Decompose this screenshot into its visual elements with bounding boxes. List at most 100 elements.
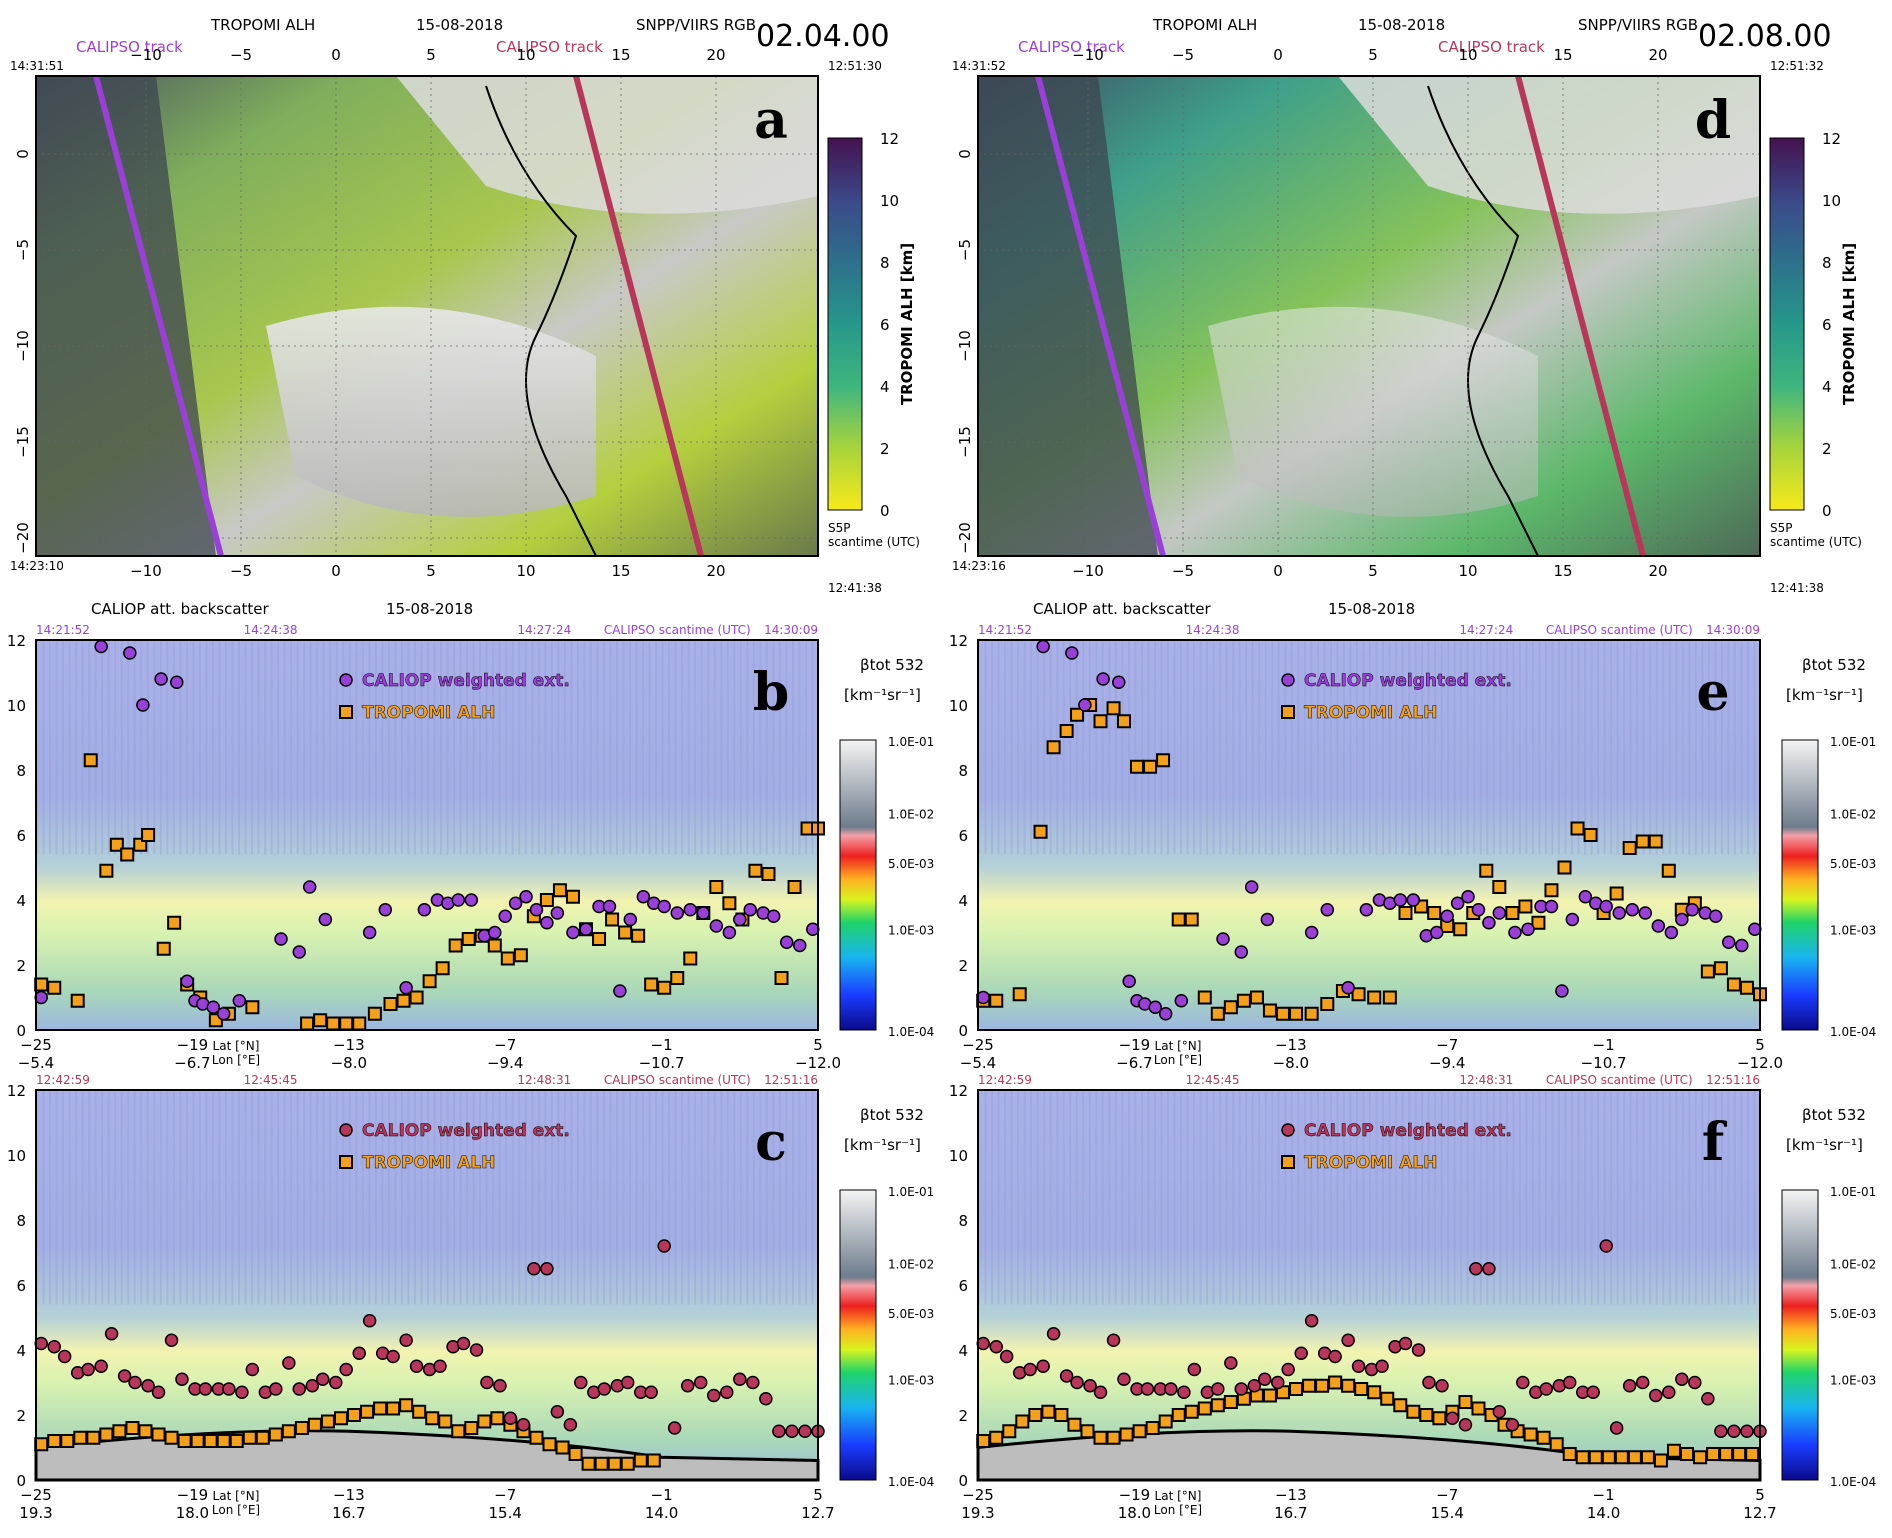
panel-letter: d [1695, 90, 1731, 151]
map-xtick-top: 15 [1553, 46, 1572, 64]
curtain-streak [1636, 640, 1639, 855]
curtain-streak [94, 1090, 97, 1305]
y-tick-label: 10 [949, 1147, 968, 1165]
curtain-streak [146, 1090, 149, 1305]
curtain-streak [1030, 1090, 1033, 1305]
curtain-streak [1036, 640, 1039, 855]
alh-colorbar-tick: 2 [880, 440, 890, 458]
curtain-streak [1082, 640, 1085, 855]
map-title-left: TROPOMI ALH [1152, 16, 1257, 34]
curtain-streak [453, 640, 456, 855]
tropomi-alh-point [1351, 987, 1366, 1002]
curtain-streak [1219, 640, 1222, 855]
curtain-streak [270, 640, 273, 855]
curtain-streak [1616, 640, 1619, 855]
curtain-streak [550, 1090, 553, 1305]
caliop-point [1521, 922, 1535, 936]
alh-colorbar-label: TROPOMI ALH [km] [1840, 243, 1858, 405]
lon-tick-label: −12.0 [1737, 1054, 1783, 1072]
panels: TROPOMI ALH 15-08-2018 SNPP/VIIRS RGB 02.04… [7, 16, 1876, 1522]
caliop-point [519, 890, 533, 904]
curtain-streak [739, 1090, 742, 1305]
curtain-streak [1251, 640, 1254, 855]
curtain-streak [485, 640, 488, 855]
curtain-streak [570, 640, 573, 855]
curtain-streak [1088, 640, 1091, 855]
caliop-point [282, 1356, 296, 1370]
alh-colorbar [1769, 137, 1805, 511]
curtain-streak [1447, 1090, 1450, 1305]
tropomi-alh-point [1719, 1447, 1734, 1461]
beta-colorbar-label: βtot 532 [1802, 656, 1866, 674]
curtain-streak [1264, 640, 1267, 855]
tropomi-alh-point [1116, 714, 1131, 729]
scantime-tick: 12:48:31 [1459, 1073, 1513, 1087]
curtain-streak [440, 1090, 443, 1305]
curtain-streak [524, 640, 527, 855]
tropomi-alh-point [670, 971, 685, 985]
curtain-streak [1251, 1090, 1254, 1305]
curtain-streak [1590, 640, 1593, 855]
lat-tick-label: −1 [1593, 1036, 1615, 1054]
curtain-streak [185, 1090, 188, 1305]
curtain-streak [1544, 640, 1547, 855]
caliop-point [409, 1359, 424, 1373]
curtain-streak [1238, 1090, 1241, 1305]
lat-tick-label: −19 [1119, 1486, 1151, 1504]
map-ytick: −15 [956, 426, 974, 458]
caliop-point [123, 646, 137, 660]
tropomi-alh-point [989, 1430, 1004, 1445]
y-tick-label: 6 [16, 1277, 26, 1295]
tropomi-alh-point [339, 1016, 354, 1031]
curtain-streak [1297, 640, 1300, 855]
tropomi-alh-point [1726, 977, 1741, 992]
caliop-point [779, 935, 794, 949]
calipso-track-2 [1515, 75, 1646, 557]
curtain-streak [991, 1090, 994, 1305]
beta-colorbar-tick: 1.0E-04 [1830, 1025, 1876, 1039]
curtain-streak [42, 1090, 45, 1305]
caliop-point [1304, 925, 1319, 940]
caliop-point [216, 1007, 231, 1021]
tropomi-alh-point [1033, 824, 1048, 839]
curtain-streak [1180, 640, 1183, 855]
curtain-streak [674, 1090, 677, 1305]
caliop-point [302, 880, 317, 894]
caliop-point [1555, 984, 1569, 998]
map-xtick-bottom: −5 [230, 562, 252, 580]
curtain-streak [1466, 640, 1469, 855]
curtain-streak [505, 1090, 508, 1305]
curtain-streak [655, 1090, 658, 1305]
curtain-streak [1571, 640, 1574, 855]
curtain-streak [700, 1090, 703, 1305]
curtain-streak [270, 1090, 273, 1305]
curtain-streak [68, 1090, 71, 1305]
curtain-streak [1271, 640, 1274, 855]
scantime-tick: 12:42:59 [36, 1073, 90, 1087]
caliop-point [456, 1336, 471, 1351]
caliop-point [292, 1382, 307, 1396]
curtain-streak [335, 640, 338, 855]
map-ytick: −15 [14, 426, 32, 458]
caliop-point [566, 925, 580, 940]
map-ytick: 0 [14, 149, 32, 159]
tropomi-alh-point [1544, 883, 1559, 898]
legend-tropomi-label: TROPOMI ALH [362, 703, 495, 723]
tropomi-alh-point [683, 951, 698, 966]
beta-colorbar-unit: [km⁻¹sr⁻¹] [1786, 686, 1863, 704]
beta-colorbar-unit: [km⁻¹sr⁻¹] [1786, 1136, 1863, 1154]
curtain-streak [1623, 640, 1626, 855]
curtain-streak [752, 1090, 755, 1305]
tropomi-alh-point [464, 1421, 479, 1435]
tropomi-alh-point [360, 1404, 375, 1419]
curtain-streak [1056, 1090, 1059, 1305]
curtain-streak [1069, 1090, 1072, 1305]
curtain-streak [466, 640, 469, 855]
beta-colorbar-tick: 1.0E-02 [1830, 1258, 1876, 1272]
curtain-streak [1310, 640, 1313, 855]
curtain-streak [166, 640, 169, 855]
caliop-point [1544, 899, 1559, 914]
curtain-streak [198, 640, 201, 855]
curtain-streak [68, 640, 71, 855]
curtain-streak [622, 1090, 625, 1305]
